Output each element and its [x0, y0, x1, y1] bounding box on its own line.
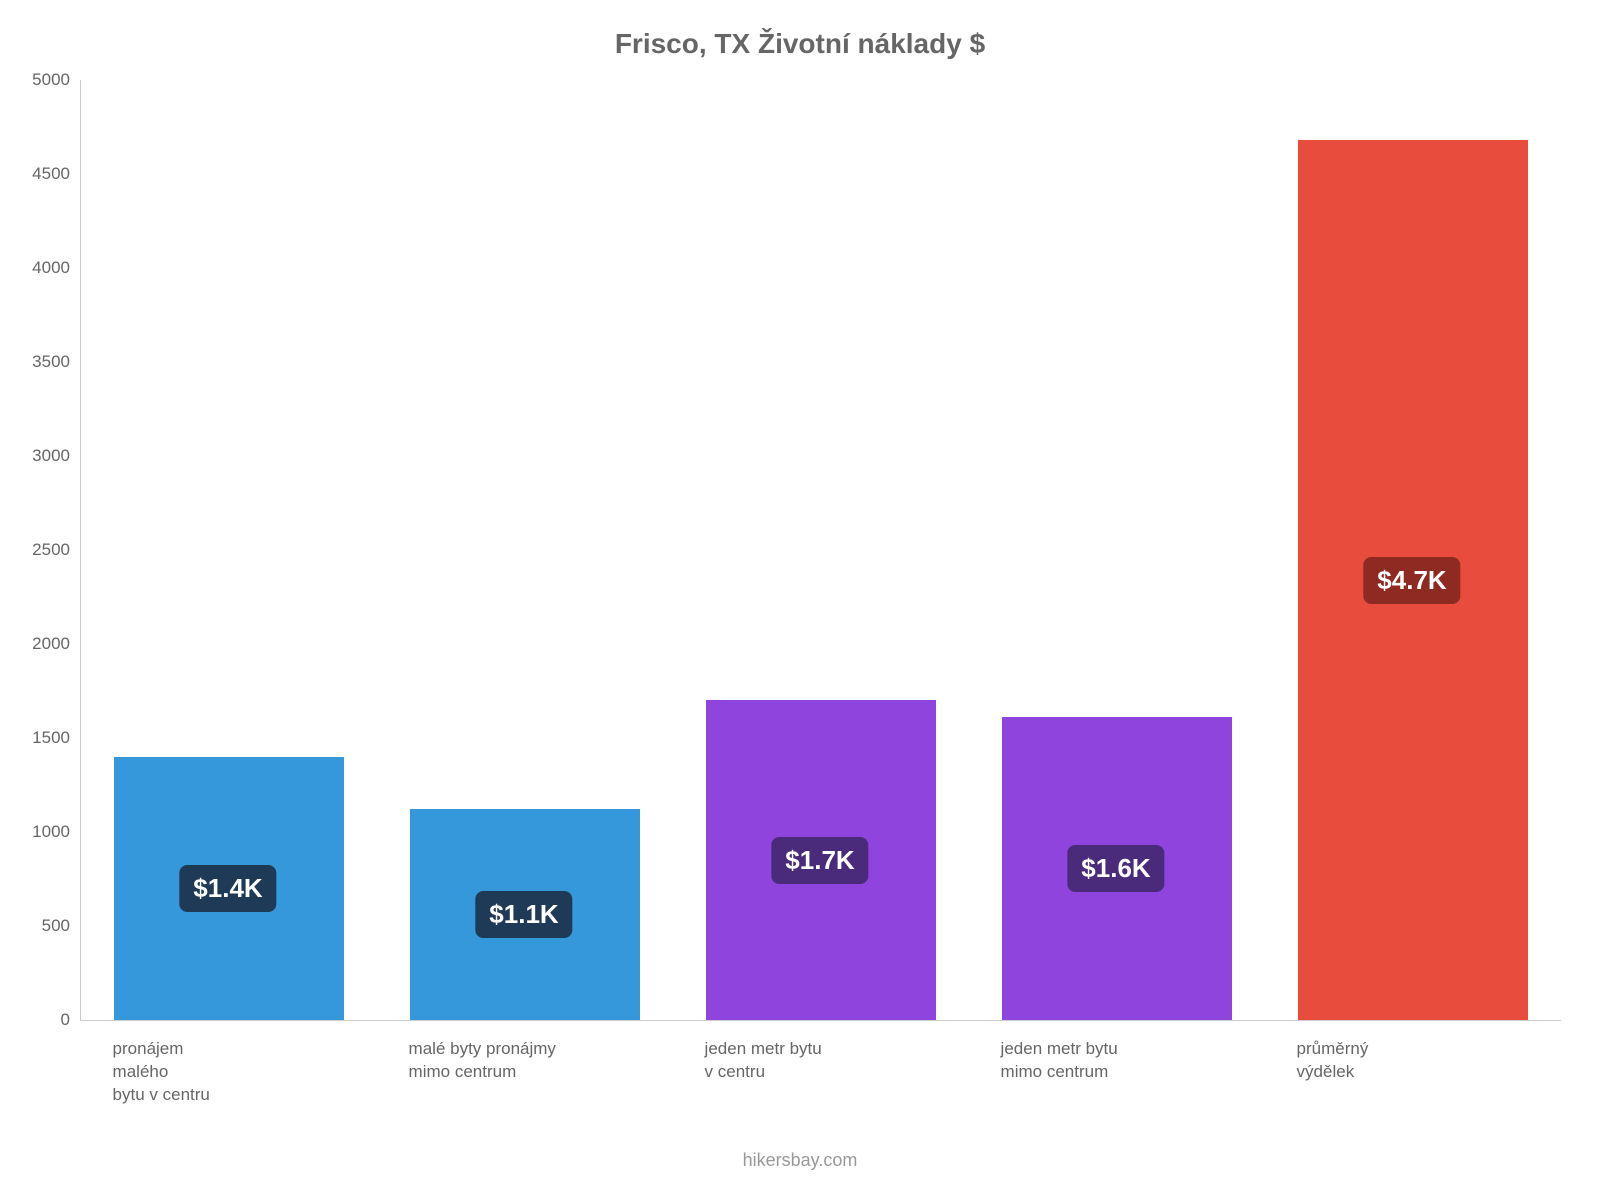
y-tick-label: 5000	[10, 70, 70, 90]
y-tick-label: 2000	[10, 634, 70, 654]
y-tick-label: 500	[10, 916, 70, 936]
y-tick-label: 4000	[10, 258, 70, 278]
y-tick-label: 2500	[10, 540, 70, 560]
value-badge-price-m2-center: $1.7K	[771, 837, 868, 884]
x-label-rent-small-outside: malé byty pronájmy mimo centrum	[409, 1038, 556, 1084]
cost-of-living-chart: Frisco, TX Životní náklady $ hikersbay.c…	[0, 0, 1600, 1200]
x-label-avg-salary: průměrný výdělek	[1297, 1038, 1369, 1084]
y-tick-label: 4500	[10, 164, 70, 184]
value-badge-avg-salary: $4.7K	[1363, 557, 1460, 604]
chart-footer: hikersbay.com	[0, 1150, 1600, 1171]
value-badge-price-m2-outside: $1.6K	[1067, 845, 1164, 892]
x-label-price-m2-outside: jeden metr bytu mimo centrum	[1001, 1038, 1118, 1084]
y-tick-label: 1500	[10, 728, 70, 748]
y-tick-label: 1000	[10, 822, 70, 842]
y-tick-label: 3000	[10, 446, 70, 466]
x-label-price-m2-center: jeden metr bytu v centru	[705, 1038, 822, 1084]
value-badge-rent-small-outside: $1.1K	[475, 891, 572, 938]
chart-title: Frisco, TX Životní náklady $	[0, 28, 1600, 60]
value-badge-rent-small-center: $1.4K	[179, 865, 276, 912]
y-tick-label: 0	[10, 1010, 70, 1030]
y-tick-label: 3500	[10, 352, 70, 372]
x-label-rent-small-center: pronájem malého bytu v centru	[113, 1038, 210, 1107]
